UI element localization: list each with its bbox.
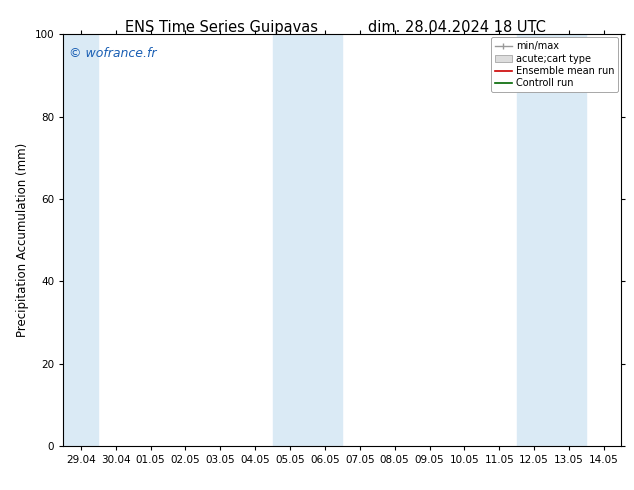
Bar	[273, 34, 342, 446]
Y-axis label: Precipitation Accumulation (mm): Precipitation Accumulation (mm)	[16, 143, 29, 337]
Legend: min/max, acute;cart type, Ensemble mean run, Controll run: min/max, acute;cart type, Ensemble mean …	[491, 37, 618, 92]
Bar	[63, 34, 98, 446]
Text: ENS Time Series Guipavas: ENS Time Series Guipavas	[126, 20, 318, 35]
Bar	[517, 34, 586, 446]
Text: dim. 28.04.2024 18 UTC: dim. 28.04.2024 18 UTC	[368, 20, 545, 35]
Text: © wofrance.fr: © wofrance.fr	[69, 47, 157, 60]
